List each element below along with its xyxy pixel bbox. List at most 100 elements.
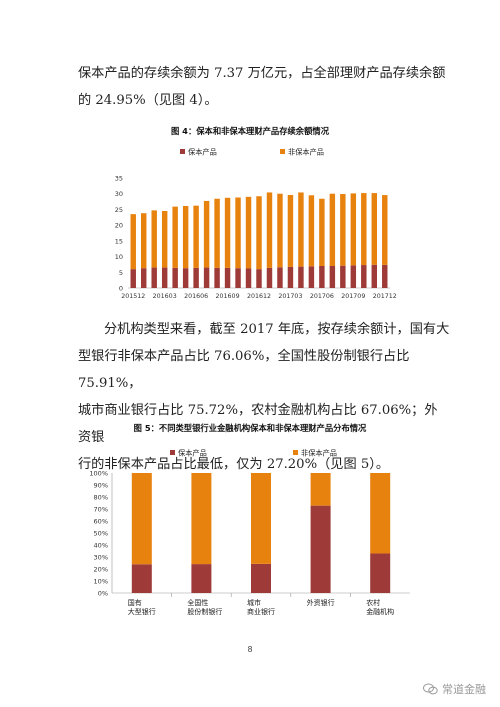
bar-201703-guaranteed: [287, 266, 294, 288]
x-tick-label: 201706: [310, 293, 334, 300]
figure-5-title: 图 5：不同类型银行业金融机构保本和非保本理财产品分布情况: [133, 423, 367, 433]
paragraph-1: 保本产品的存续余额为 7.37 万亿元，占全部理财产品存续余额 的 24.95%…: [78, 60, 450, 114]
paragraph-2: 分机构类型来看，截至 2017 年底，按存续余额计，国有大 型银行非保本产品占比…: [78, 316, 450, 478]
bar-201603-guaranteed: [161, 267, 168, 288]
legend-swatch-1: [180, 149, 185, 154]
bar-201610-guaranteed: [235, 268, 241, 288]
bar-201603-non-guaranteed: [161, 211, 168, 268]
legend-label-2: 非保本产品: [288, 148, 324, 157]
bar-201606-guaranteed: [193, 267, 199, 288]
x-category-label: 股份制银行: [187, 607, 222, 616]
x-tick-label: 201512: [121, 293, 145, 300]
bar-201602-non-guaranteed: [151, 210, 157, 268]
y-tick-label: 35: [115, 175, 123, 183]
bar-1-guaranteed: [131, 564, 152, 593]
bar-201611-guaranteed: [245, 268, 252, 288]
legend-swatch-2: [293, 450, 298, 455]
bar-201703-non-guaranteed: [287, 194, 294, 267]
bar-201705-guaranteed: [308, 266, 315, 288]
figure-4-chart: 保本产品 非保本产品 0 5 10 15 20 25 30 35 201512 201603 20160…: [115, 148, 397, 301]
bar-2-non-guaranteed: [191, 473, 212, 565]
bar-201707-non-guaranteed: [329, 193, 336, 266]
bar-1-non-guaranteed: [131, 473, 152, 565]
bar-201705-non-guaranteed: [308, 195, 315, 267]
bar-3-non-guaranteed: [251, 473, 271, 564]
x-tick-label: 201703: [278, 293, 302, 300]
y-tick-label: 15: [115, 237, 123, 245]
bar-201708-non-guaranteed: [340, 194, 346, 266]
bar-201702-guaranteed: [277, 267, 283, 288]
bar-201512-guaranteed: [130, 269, 136, 288]
bar-201707-guaranteed: [329, 266, 336, 288]
legend-label-1: 保本产品: [178, 449, 207, 458]
bar-201611-non-guaranteed: [245, 196, 252, 269]
x-category-label: 金融机构: [366, 607, 394, 616]
bar-201612-guaranteed: [256, 269, 262, 288]
y-tick-label: 20%: [94, 566, 108, 574]
bar-201711-non-guaranteed: [371, 193, 378, 265]
x-category-label: 全国性: [187, 598, 208, 607]
x-category-label: 大型银行: [128, 607, 156, 616]
bar-201609-non-guaranteed: [224, 197, 231, 268]
bar-201704-non-guaranteed: [298, 192, 304, 267]
y-tick-label: 40%: [94, 542, 108, 550]
bar-201609-guaranteed: [224, 267, 231, 288]
watermark: 常道金融: [423, 681, 486, 697]
y-tick-label: 50%: [94, 530, 108, 538]
bar-201608-non-guaranteed: [214, 198, 220, 268]
y-tick-label: 90%: [94, 482, 108, 490]
bar-201702-non-guaranteed: [277, 193, 283, 268]
bar-201704-guaranteed: [298, 266, 304, 288]
x-tick-label: 201609: [216, 293, 240, 300]
bar-5-non-guaranteed: [370, 473, 391, 554]
bar-201606-non-guaranteed: [193, 205, 199, 268]
paragraph-2-line-2: 型银行非保本产品占比 76.06%，全国性股份制银行占比 75.91%，: [78, 349, 410, 391]
y-tick-label: 70%: [94, 506, 108, 514]
y-tick-label: 10%: [94, 578, 108, 586]
paragraph-1-line-1: 保本产品的存续余额为 7.37 万亿元，占全部理财产品存续余额: [78, 66, 446, 81]
y-tick-label: 0%: [98, 590, 108, 598]
x-category-label: 国有: [128, 598, 142, 607]
bar-5-guaranteed: [370, 553, 391, 593]
bar-201712-non-guaranteed: [382, 195, 388, 265]
bar-201701-guaranteed: [266, 267, 273, 288]
bar-201709-guaranteed: [350, 265, 357, 288]
paragraph-2-line-4: 行的非保本产品占比最低，仅为 27.20%（见图 5）。: [78, 457, 390, 472]
x-tick-label: 201709: [341, 293, 365, 300]
y-tick-label: 30%: [94, 554, 108, 562]
bar-201706-guaranteed: [319, 266, 325, 288]
y-tick-label: 0: [119, 285, 123, 293]
figure-4-title: 图 4：保本和非保本理财产品存续余额情况: [170, 126, 329, 136]
x-tick-label: 201712: [373, 293, 397, 300]
bar-201706-non-guaranteed: [319, 198, 325, 266]
wechat-icon: [423, 683, 438, 695]
y-tick-label: 25: [115, 206, 123, 214]
bar-201710-guaranteed: [361, 265, 367, 288]
x-category-label: 商业银行: [247, 607, 275, 616]
bar-201708-guaranteed: [340, 265, 346, 288]
bar-3-guaranteed: [251, 563, 271, 593]
y-tick-label: 80%: [94, 494, 108, 502]
bar-201712-guaranteed: [382, 264, 388, 288]
bar-201607-guaranteed: [203, 267, 210, 288]
x-category-label: 外资银行: [307, 598, 335, 607]
legend-swatch-2: [280, 149, 285, 154]
x-tick-label: 201606: [184, 293, 208, 300]
figure-5-chart: 保本产品 非保本产品 0% 10% 20% 30% 40% 50% 60% 70% 80% 90% 10…: [89, 449, 410, 616]
bar-2-guaranteed: [191, 564, 212, 593]
bar-201604-non-guaranteed: [172, 206, 178, 268]
y-tick-label: 10: [115, 253, 123, 261]
paragraph-1-line-2: 的 24.95%（见图 4）。: [78, 93, 218, 108]
x-tick-label: 201612: [247, 293, 271, 300]
bar-201605-non-guaranteed: [182, 205, 189, 269]
page-number: 8: [247, 645, 253, 654]
bar-201512-non-guaranteed: [130, 214, 136, 270]
x-category-label: 农村: [366, 598, 380, 607]
bar-201709-non-guaranteed: [350, 193, 357, 266]
bar-201711-guaranteed: [371, 264, 378, 288]
bar-201607-non-guaranteed: [203, 200, 210, 268]
legend-label-2: 非保本产品: [301, 449, 337, 458]
bar-201605-guaranteed: [182, 268, 189, 288]
bar-201608-guaranteed: [214, 267, 220, 288]
y-tick-label: 100%: [89, 470, 108, 478]
